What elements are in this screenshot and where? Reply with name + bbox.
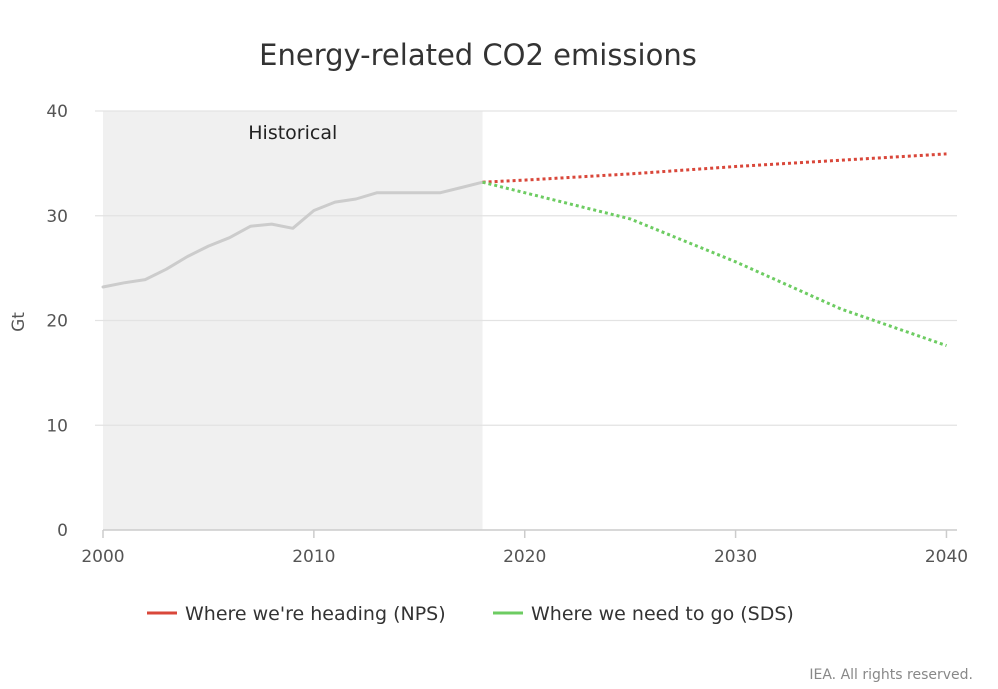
- legend-item-1[interactable]: Where we need to go (SDS): [493, 603, 794, 625]
- series-line-2: [482, 180, 947, 348]
- x-tick-label: 2000: [81, 547, 124, 567]
- series-line-0: [101, 180, 485, 289]
- historical-label: Historical: [248, 122, 337, 144]
- y-tick-label: 20: [46, 312, 68, 332]
- x-tick-label: 2030: [714, 547, 757, 567]
- y-tick-label: 10: [46, 416, 68, 436]
- legend-item-0[interactable]: Where we're heading (NPS): [147, 603, 446, 625]
- x-tick-label: 2020: [503, 547, 546, 567]
- y-tick-label: 30: [46, 207, 68, 227]
- y-axis-label: Gt: [9, 312, 29, 332]
- x-tick-label: 2040: [925, 547, 968, 567]
- x-tick-label: 2010: [292, 547, 335, 567]
- legend-label: Where we're heading (NPS): [185, 603, 446, 625]
- credit-text: IEA. All rights reserved.: [809, 667, 973, 683]
- series-line-1: [482, 152, 947, 184]
- chart-title: Energy-related CO2 emissions: [259, 38, 697, 72]
- legend-label: Where we need to go (SDS): [531, 603, 794, 625]
- y-tick-label: 40: [46, 102, 68, 122]
- y-tick-label: 0: [57, 521, 68, 541]
